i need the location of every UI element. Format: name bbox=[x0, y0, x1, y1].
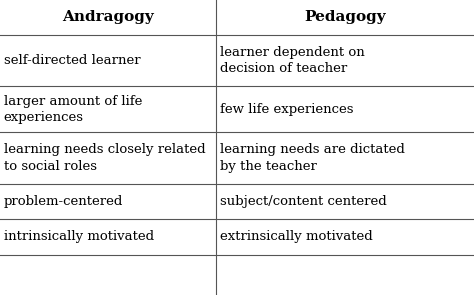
Text: subject/content centered: subject/content centered bbox=[220, 195, 387, 208]
Text: problem-centered: problem-centered bbox=[4, 195, 123, 208]
Text: learning needs are dictated
by the teacher: learning needs are dictated by the teach… bbox=[220, 143, 405, 173]
Text: few life experiences: few life experiences bbox=[220, 103, 354, 116]
Text: self-directed learner: self-directed learner bbox=[4, 54, 140, 67]
Text: learner dependent on
decision of teacher: learner dependent on decision of teacher bbox=[220, 46, 365, 76]
Text: learning needs closely related
to social roles: learning needs closely related to social… bbox=[4, 143, 205, 173]
Text: Andragogy: Andragogy bbox=[62, 10, 154, 24]
Text: extrinsically motivated: extrinsically motivated bbox=[220, 230, 373, 243]
Text: larger amount of life
experiences: larger amount of life experiences bbox=[4, 94, 142, 124]
Text: Pedagogy: Pedagogy bbox=[304, 10, 386, 24]
Text: intrinsically motivated: intrinsically motivated bbox=[4, 230, 154, 243]
